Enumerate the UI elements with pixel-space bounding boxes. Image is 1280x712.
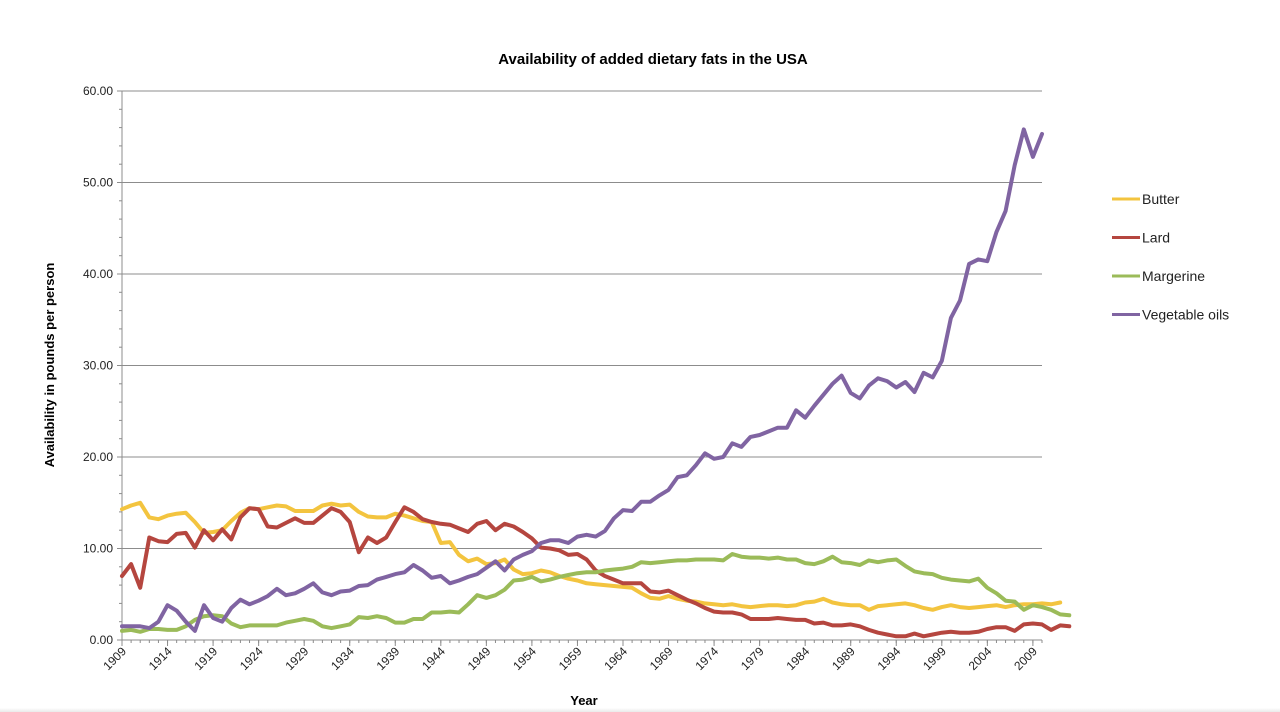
x-tick-label: 1914	[146, 644, 175, 673]
x-axis-label: Year	[570, 693, 597, 708]
y-tick-label: 50.00	[83, 176, 113, 190]
x-tick-label: 1999	[920, 644, 949, 673]
x-tick-labels: 1909 1914 1919 1924 1929 1934 1939 1944 1949 1954…	[100, 644, 1040, 673]
series-line-vegetable-oils	[120, 127, 1044, 633]
x-tick-label: 1934	[328, 644, 357, 673]
x-tick-label: 1969	[647, 644, 676, 673]
y-tick-label: 30.00	[83, 359, 113, 373]
series-lines	[120, 127, 1072, 639]
x-tick-label: 1984	[784, 644, 813, 673]
x-tick-label: 2004	[966, 644, 995, 673]
series-line-margerine	[120, 552, 1072, 634]
x-tick-label: 1939	[374, 644, 403, 673]
series-line-butter	[120, 500, 1063, 612]
x-tick-label: 1989	[829, 644, 858, 673]
legend-label: Margerine	[1142, 268, 1205, 284]
chart-title: Availability of added dietary fats in th…	[498, 51, 808, 68]
bottom-edge	[0, 708, 1280, 712]
y-tick-label: 10.00	[83, 542, 113, 556]
y-tick-label: 0.00	[90, 633, 114, 647]
x-tick-label: 1909	[100, 644, 129, 673]
x-tick-label: 1949	[465, 644, 494, 673]
x-tick-label: 1959	[556, 644, 585, 673]
y-tick-label: 60.00	[83, 84, 113, 98]
gridlines	[122, 90, 1042, 549]
axes	[117, 90, 1043, 646]
y-tick-label: 20.00	[83, 450, 113, 464]
x-tick-label: 1924	[237, 644, 266, 673]
legend-label: Lard	[1142, 230, 1170, 246]
x-tick-label: 1919	[191, 644, 220, 673]
x-tick-label: 1994	[875, 644, 904, 673]
legend-label: Vegetable oils	[1142, 307, 1229, 323]
y-tick-labels: 0.00 10.00 20.00 30.00 40.00 50.00 60.00	[83, 84, 113, 647]
y-axis-label: Availability in pounds per person	[42, 263, 57, 468]
x-tick-label: 1974	[692, 644, 721, 673]
x-tick-label: 1944	[419, 644, 448, 673]
x-tick-label: 1964	[601, 644, 630, 673]
legend: Butter Lard Margerine Vegetable oils	[1112, 191, 1229, 323]
x-tick-label: 1979	[738, 644, 767, 673]
x-tick-label: 1929	[283, 644, 312, 673]
legend-label: Butter	[1142, 191, 1180, 207]
x-tick-label: 2009	[1011, 644, 1040, 673]
x-tick-label: 1954	[510, 644, 539, 673]
y-tick-label: 40.00	[83, 267, 113, 281]
